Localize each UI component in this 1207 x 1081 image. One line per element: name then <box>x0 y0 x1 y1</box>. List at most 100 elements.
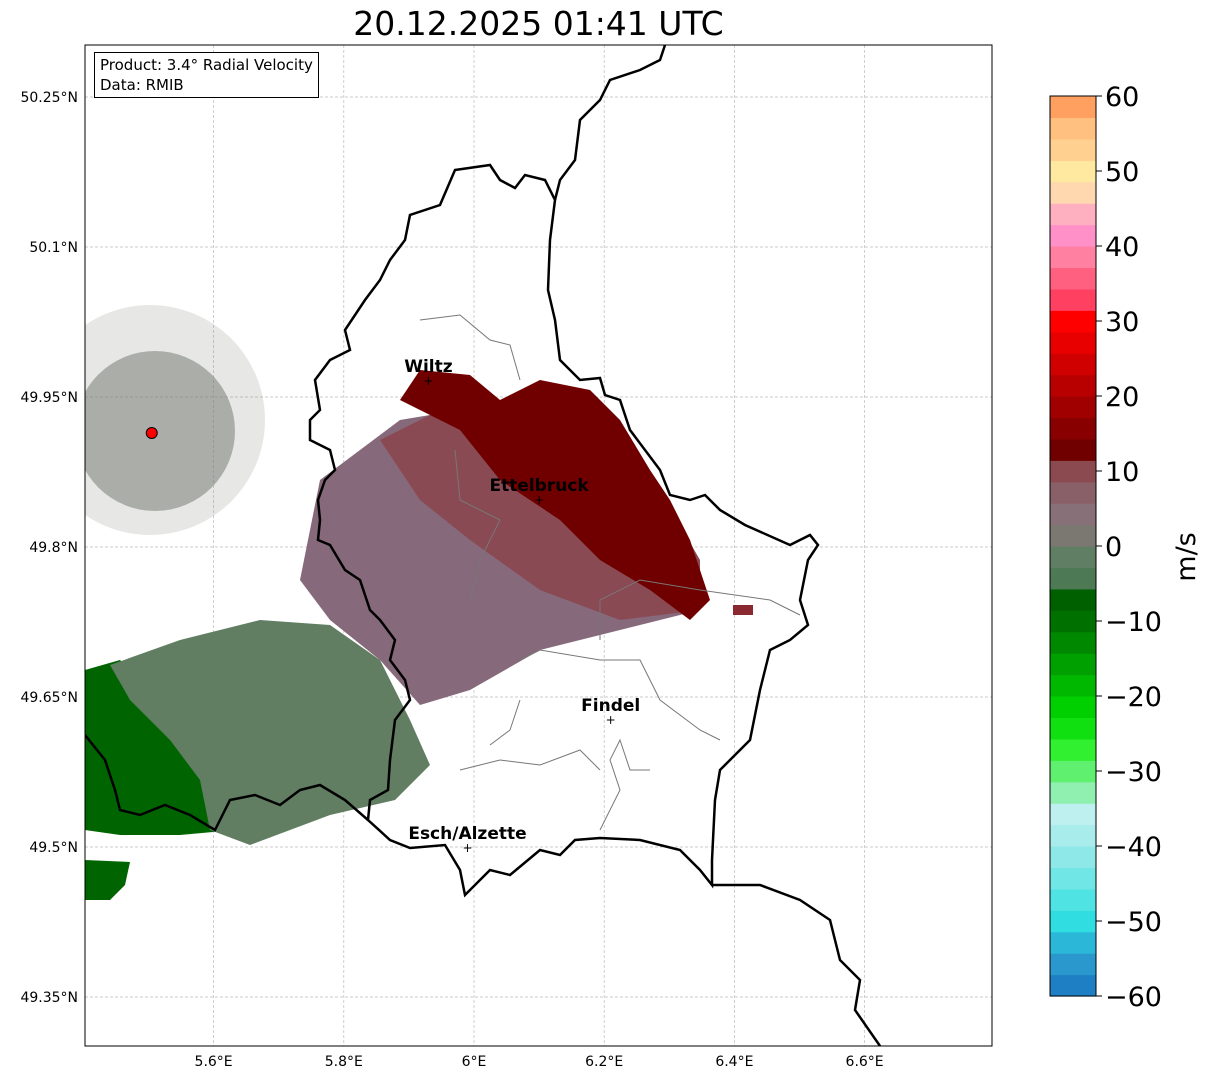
colorbar-segment <box>1050 438 1096 461</box>
echo-fragment <box>733 605 753 615</box>
colorbar-tick-label: −20 <box>1105 682 1162 713</box>
map-title: 20.12.2025 01:41 UTC <box>353 4 724 43</box>
colorbar-segment <box>1050 246 1096 269</box>
germany-france-border <box>712 883 882 1046</box>
colorbar-segment <box>1050 417 1096 440</box>
colorbar-segment <box>1050 546 1096 569</box>
colorbar-segment <box>1050 267 1096 290</box>
colorbar-segment <box>1050 738 1096 761</box>
product-label: Product: 3.4° Radial Velocity <box>100 56 313 74</box>
map-frame <box>84 44 993 1047</box>
colorbar-segment <box>1050 717 1096 740</box>
city-labels: Wiltz+Ettelbruck+Findel+Esch/Alzette+ <box>404 357 640 855</box>
lat-tick-label: 50.1°N <box>29 240 78 256</box>
colorbar-segment <box>1050 653 1096 676</box>
lon-tick-label: 6.2°E <box>585 1054 623 1070</box>
lon-tick-label: 6°E <box>462 1054 487 1070</box>
city-marker-icon: + <box>534 493 544 507</box>
city-label: Findel <box>581 696 640 716</box>
lat-tick-label: 49.8°N <box>29 540 78 556</box>
colorbar-segment <box>1050 310 1096 333</box>
colorbar-segment <box>1050 588 1096 611</box>
colorbar-segment <box>1050 353 1096 376</box>
colorbar-segment <box>1050 846 1096 869</box>
colorbar-tick-label: −60 <box>1105 982 1162 1013</box>
colorbar-segment <box>1050 696 1096 719</box>
colorbar-segment <box>1050 888 1096 911</box>
colorbar-segment <box>1050 331 1096 354</box>
radar-echoes <box>85 305 753 900</box>
map-axes: 5.6°E 5.8°E 6°E 6.2°E 6.4°E 6.6°E 50.25°N 50.1°… <box>20 90 883 1070</box>
lon-tick-label: 6.6°E <box>846 1054 884 1070</box>
colorbar-segment <box>1050 953 1096 976</box>
echo-inbound-weak <box>110 620 430 845</box>
colorbar-segment <box>1050 974 1096 997</box>
colorbar-segment <box>1050 781 1096 804</box>
city-label: Wiltz <box>404 357 453 377</box>
luxembourg-border <box>308 163 820 898</box>
lat-tick-label: 49.5°N <box>29 840 78 856</box>
colorbar-segment <box>1050 503 1096 526</box>
colorbar-segment <box>1050 674 1096 697</box>
colorbar-segment <box>1050 288 1096 311</box>
germany-belgium-border <box>553 45 667 201</box>
colorbar-tick-label: −10 <box>1105 607 1162 638</box>
radar-site-marker <box>145 427 158 439</box>
colorbar-segment <box>1050 931 1096 954</box>
colorbar-segment <box>1050 760 1096 783</box>
data-source-label: Data: RMIB <box>100 76 184 94</box>
colorbar-segment <box>1050 910 1096 933</box>
colorbar: 60 50 40 30 20 10 0 −10 −20 −30 −40 −50 −60 <box>1049 82 1162 1013</box>
colorbar-segment <box>1050 867 1096 890</box>
lat-tick-label: 49.65°N <box>20 690 78 706</box>
colorbar-segment <box>1050 396 1096 419</box>
colorbar-segment <box>1050 203 1096 226</box>
colorbar-segment <box>1050 374 1096 397</box>
colorbar-tick-label: −30 <box>1105 757 1162 788</box>
colorbar-tick-label: 10 <box>1105 457 1139 488</box>
colorbar-segment <box>1050 160 1096 183</box>
colorbar-segment <box>1050 524 1096 547</box>
lat-tick-label: 49.35°N <box>20 990 78 1006</box>
echo-inbound-strong <box>85 660 240 835</box>
colorbar-segment <box>1050 96 1096 119</box>
city-label: Ettelbruck <box>489 476 589 496</box>
colorbar-segment <box>1050 610 1096 633</box>
colorbar-segment <box>1050 824 1096 847</box>
city-label: Esch/Alzette <box>408 824 526 844</box>
colorbar-tick-label: 30 <box>1105 307 1139 338</box>
colorbar-segment <box>1050 631 1096 654</box>
colorbar-segment <box>1050 481 1096 504</box>
colorbar-tick-label: 50 <box>1105 157 1139 188</box>
colorbar-segment <box>1050 117 1096 140</box>
echo-inbound-strong-2 <box>85 860 130 900</box>
colorbar-tick-label: 20 <box>1105 382 1139 413</box>
product-info-box: Product: 3.4° Radial Velocity Data: RMIB <box>94 52 319 98</box>
borders <box>85 45 882 1046</box>
lat-tick-label: 49.95°N <box>20 390 78 406</box>
colorbar-tick-label: 60 <box>1105 82 1139 113</box>
colorbar-tick-label: −50 <box>1105 907 1162 938</box>
lon-tick-label: 5.6°E <box>195 1054 233 1070</box>
colorbar-segment <box>1050 138 1096 161</box>
belgium-france-border <box>85 734 369 832</box>
colorbar-segment <box>1050 224 1096 247</box>
lat-tick-label: 50.25°N <box>20 90 78 106</box>
radar-clutter <box>85 351 235 511</box>
colorbar-segment <box>1050 567 1096 590</box>
lon-tick-label: 5.8°E <box>325 1054 363 1070</box>
canton-borders <box>419 314 801 831</box>
city-marker-icon: + <box>423 374 433 388</box>
colorbar-segment <box>1050 460 1096 483</box>
colorbar-segment <box>1050 803 1096 826</box>
radar-clutter-outer <box>85 305 265 535</box>
city-marker-icon: + <box>462 841 472 855</box>
colorbar-tick-label: 40 <box>1105 232 1139 263</box>
colorbar-tick-label: −40 <box>1105 832 1162 863</box>
colorbar-segment <box>1050 181 1096 204</box>
city-marker-icon: + <box>606 713 616 727</box>
colorbar-tick-label: 0 <box>1105 532 1122 563</box>
lon-tick-label: 6.4°E <box>715 1054 753 1070</box>
echo-outbound <box>400 370 710 620</box>
